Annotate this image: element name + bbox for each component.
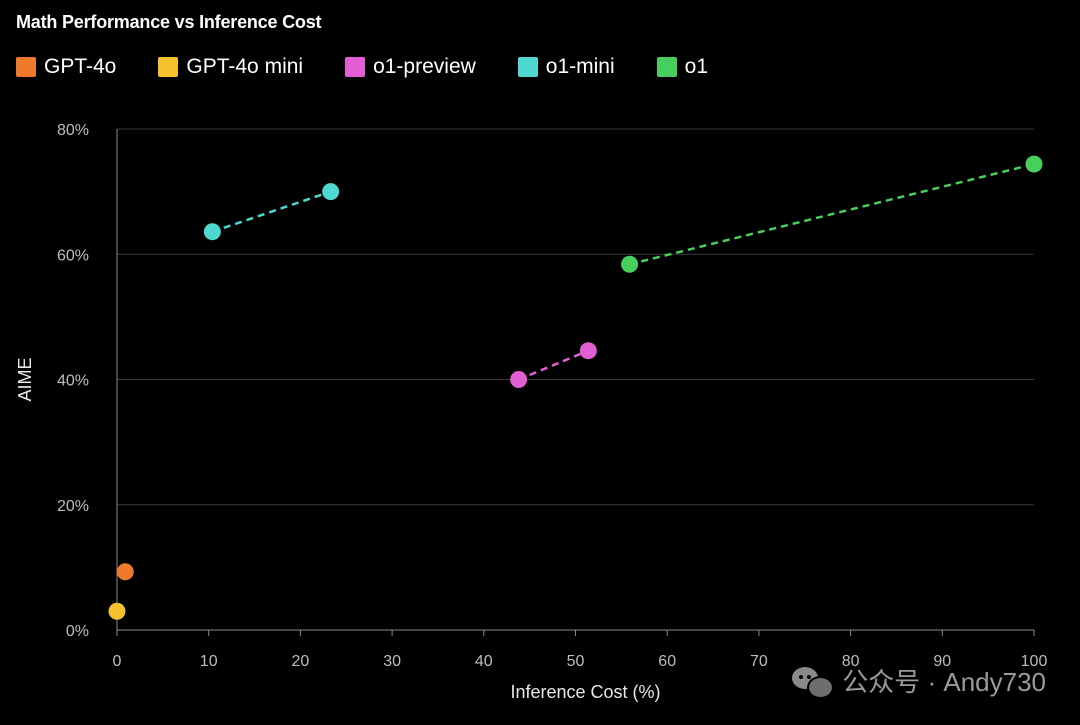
legend-label: o1-mini: [545, 55, 615, 78]
legend-item-o1-preview: o1-preview: [345, 55, 476, 79]
data-point-o1-mini-0: [203, 223, 221, 241]
watermark: 公众号 · Andy730: [792, 662, 1046, 699]
legend: GPT-4o GPT-4o mini o1-preview o1-mini o1: [16, 55, 750, 79]
series-line-o1: [629, 162, 1035, 266]
x-tick-label: 10: [200, 653, 218, 670]
legend-swatch: [517, 57, 538, 77]
x-tick-label: 20: [292, 653, 310, 670]
legend-label: GPT-4o mini: [186, 55, 304, 78]
x-tick-label: 80: [842, 653, 860, 670]
legend-item-o1: o1: [656, 55, 709, 79]
x-tick-label: 0: [113, 653, 122, 670]
x-tick-label: 70: [750, 653, 768, 670]
data-point-gpt-4o-0: [116, 563, 134, 581]
data-point-o1-0: [621, 255, 639, 273]
y-tick-label: 20%: [57, 498, 89, 515]
series-line-o1-preview: [518, 349, 589, 381]
legend-item-gpt-4o-mini: GPT-4o mini: [158, 55, 303, 79]
y-axis-title: AIME: [15, 357, 35, 401]
y-tick-label: 40%: [57, 373, 89, 390]
y-tick-label: 60%: [57, 247, 89, 264]
x-tick-label: 40: [475, 653, 493, 670]
legend-swatch: [158, 57, 179, 77]
series-line-o1-mini: [211, 190, 332, 233]
y-tick-label: 80%: [57, 122, 89, 139]
legend-swatch: [16, 57, 36, 77]
legend-label: o1: [684, 55, 709, 78]
chart-title: Math Performance vs Inference Cost: [16, 12, 322, 32]
x-tick-label: 50: [567, 653, 585, 670]
legend-item-gpt-4o: GPT-4o: [16, 55, 116, 79]
legend-label: o1-preview: [373, 55, 476, 78]
legend-swatch: [656, 57, 677, 77]
legend-label: GPT-4o: [44, 55, 117, 78]
data-point-o1-preview-1: [579, 342, 597, 360]
data-point-o1-1: [1025, 155, 1043, 173]
x-tick-label: 30: [383, 653, 401, 670]
watermark-text: 公众号 · Andy730: [842, 667, 1046, 697]
x-tick-label: 60: [658, 653, 676, 670]
data-point-o1-preview-0: [510, 371, 528, 388]
x-tick-label: 90: [933, 653, 951, 670]
x-tick-label: 100: [1021, 653, 1048, 670]
wechat-logo-icon: [792, 665, 835, 699]
data-point-o1-mini-1: [322, 183, 340, 201]
legend-item-o1-mini: o1-mini: [517, 55, 615, 79]
y-tick-label: 0%: [66, 623, 89, 640]
x-axis-title: Inference Cost (%): [510, 682, 660, 702]
legend-swatch: [345, 57, 366, 77]
data-point-gpt-4o-mini-0: [108, 602, 126, 620]
